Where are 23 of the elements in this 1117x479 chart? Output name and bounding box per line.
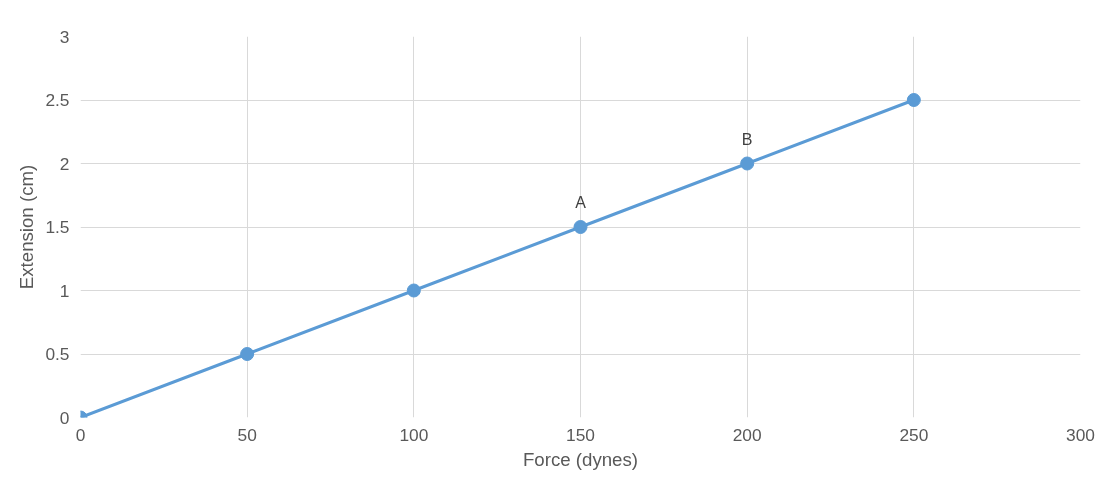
point bbox=[573, 220, 588, 234]
y-tick-label: 0.5 bbox=[45, 344, 70, 364]
x-tick-label: 300 bbox=[1066, 424, 1095, 445]
x-tick-label: 50 bbox=[237, 424, 257, 445]
x-tick-label: 200 bbox=[732, 424, 762, 445]
annotation: A bbox=[575, 194, 587, 211]
x-axis-title: Force (dynes) bbox=[522, 448, 639, 470]
x-tick-label: 0 bbox=[75, 424, 86, 445]
x-tick-label: 250 bbox=[899, 424, 929, 445]
y-tick-label: 0 bbox=[59, 407, 70, 428]
point bbox=[406, 283, 421, 298]
y-tick-label: 3 bbox=[59, 26, 70, 47]
x-tick-label: 150 bbox=[566, 424, 595, 445]
point bbox=[740, 156, 755, 171]
y-tick-label: 1 bbox=[59, 280, 70, 301]
annotation: B bbox=[741, 130, 753, 148]
point bbox=[906, 93, 921, 107]
point bbox=[240, 347, 255, 361]
y-tick-label: 2 bbox=[59, 153, 70, 174]
y-tick-label: 1.5 bbox=[45, 217, 70, 237]
y-axis-title: Extension (cm) bbox=[16, 164, 38, 290]
y-tick-label: 2.5 bbox=[45, 90, 70, 110]
x-tick-label: 100 bbox=[399, 424, 429, 445]
